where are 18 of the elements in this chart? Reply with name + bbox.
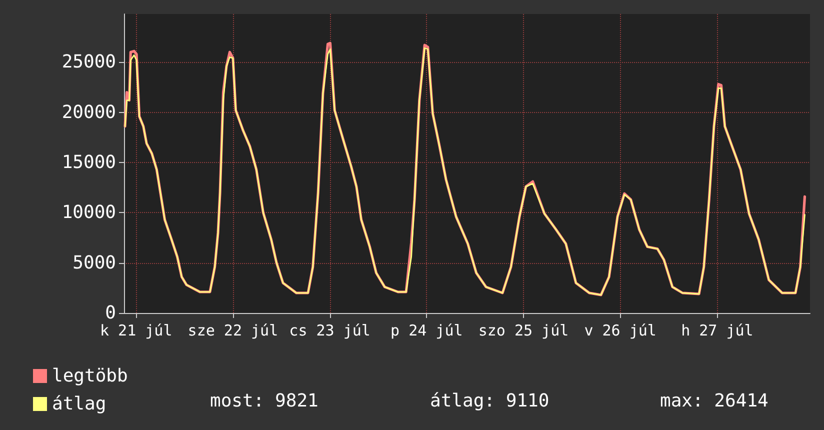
x-tick-label: k 21 júl [100,322,172,340]
x-tick-label: cs 23 júl [289,322,370,340]
y-tick-label: 15000 [62,152,116,173]
text: átlag: 9110 [430,390,550,412]
y-tick-label: 10000 [62,202,116,224]
text: most: 9821 [210,390,318,412]
x-tick-label: sze 22 júl [188,322,278,340]
text: max: 26414 [660,390,768,412]
legend-label: legtöbb [52,366,128,386]
x-tick-label: h 27 júl [681,322,754,340]
y-tick-label: 25000 [62,52,116,73]
x-tick-label: szo 25 júl [478,322,569,340]
legend-label: átlag [52,394,106,414]
x-tick-label: p 24 júl [390,322,463,340]
y-tick-label: 20000 [62,102,116,123]
x-tick-label: v 26 júl [584,322,656,340]
y-tick-label: 0 [105,302,116,324]
y-tick-label: 5000 [72,252,116,274]
